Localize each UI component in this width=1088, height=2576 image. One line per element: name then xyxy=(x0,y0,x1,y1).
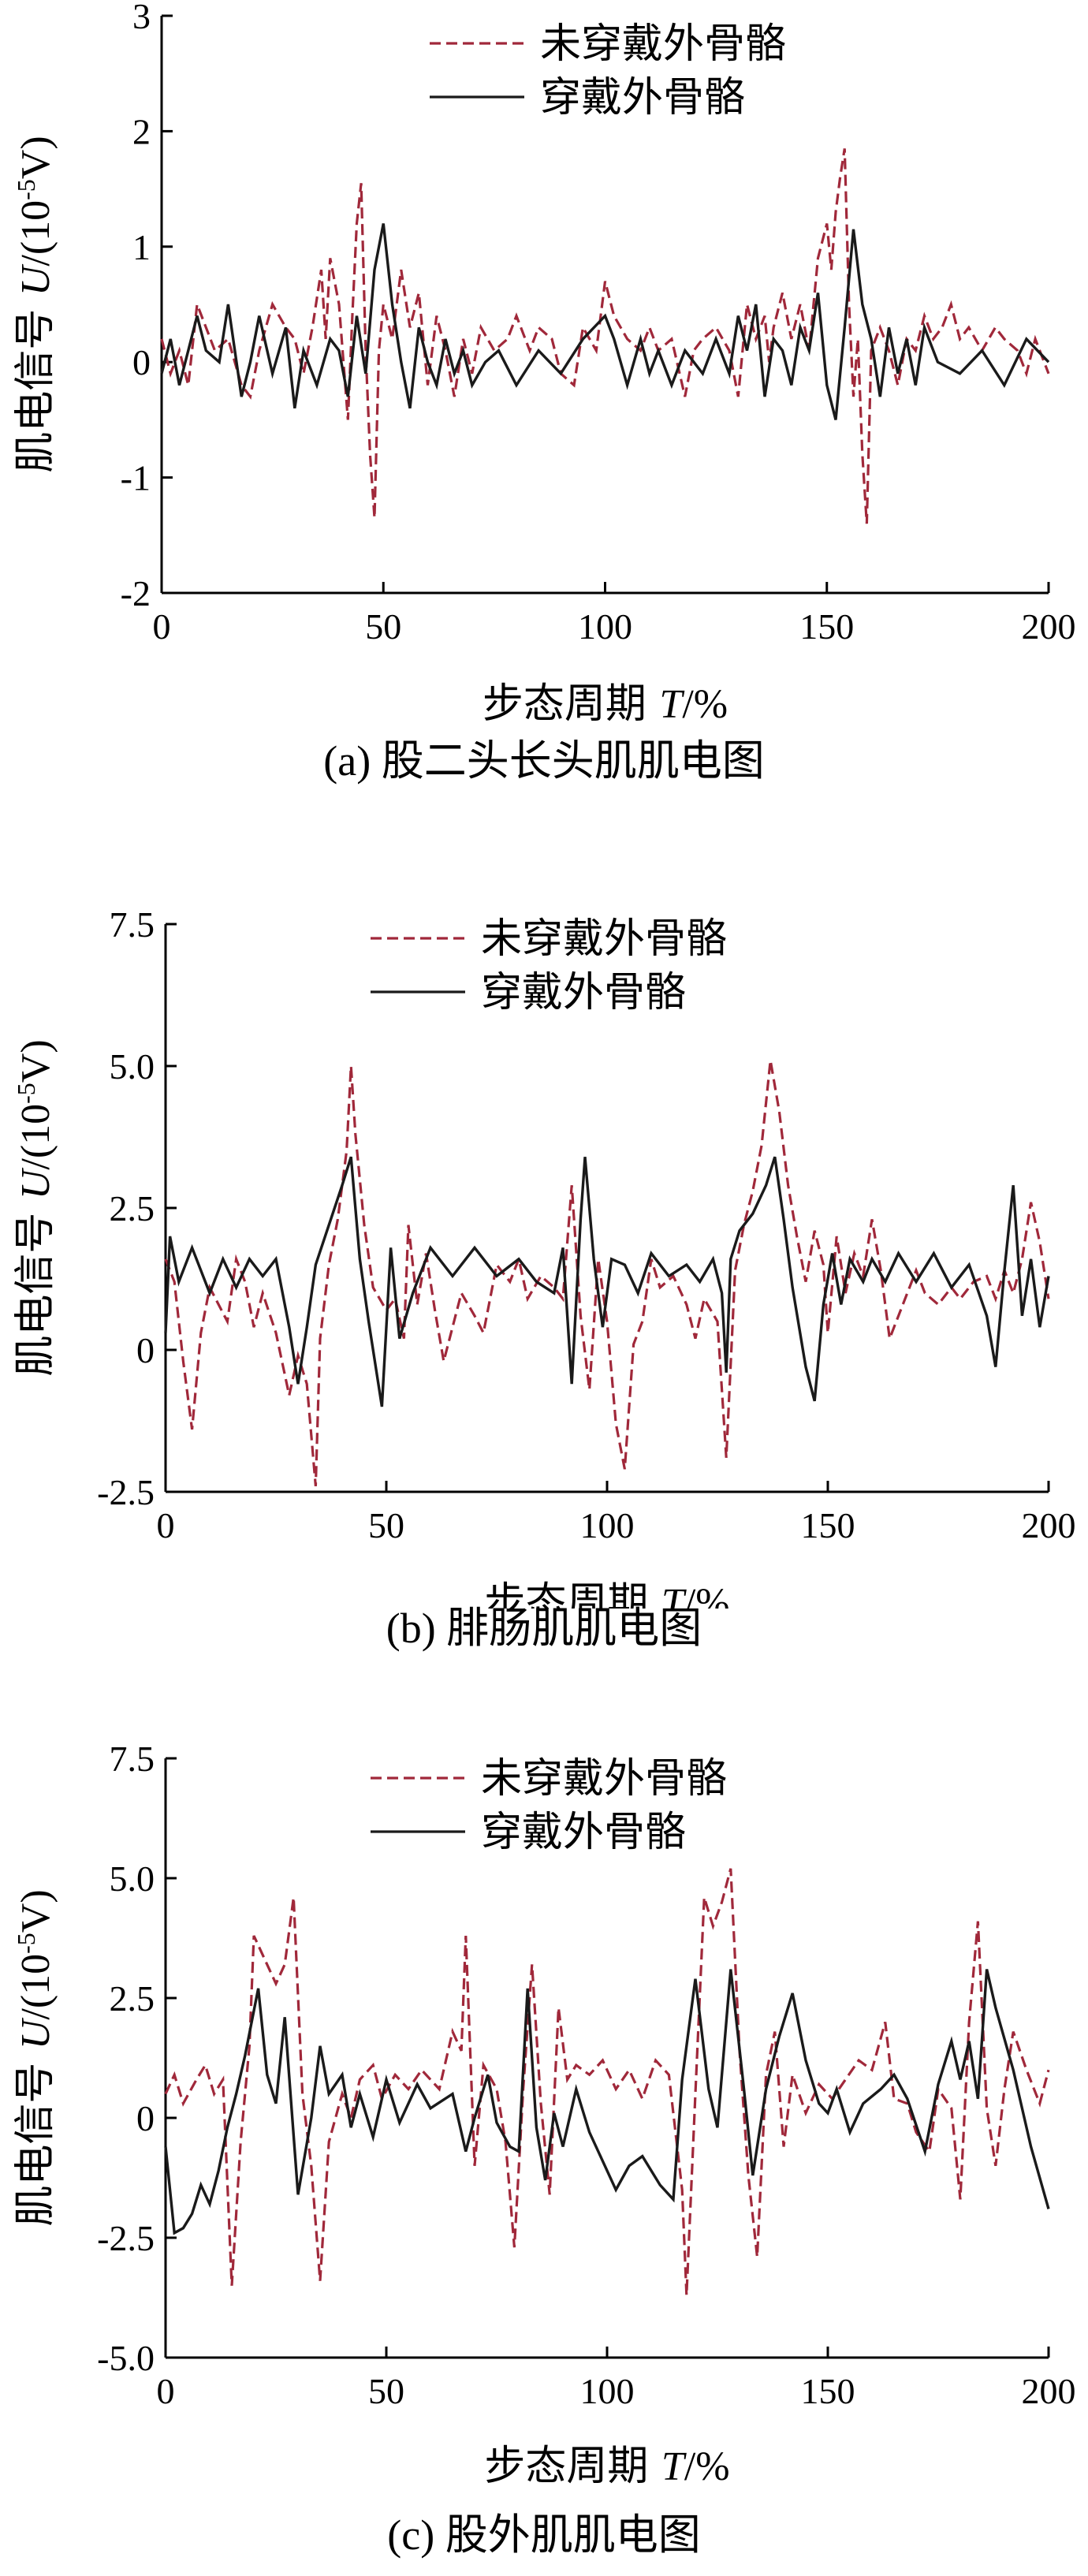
y-axis-title: 肌电信号 U/(10-5V) xyxy=(12,1039,59,1376)
y-tick-label: 0 xyxy=(136,2098,155,2138)
chart-caption: (b) 腓肠肌肌电图 xyxy=(386,1605,702,1652)
x-tick-label: 100 xyxy=(578,606,632,647)
x-tick-label: 200 xyxy=(1022,2371,1076,2411)
y-tick-label: 0 xyxy=(136,1330,155,1370)
legend-label: 穿戴外骨骼 xyxy=(481,1809,686,1856)
x-axis-title: 步态周期 T/% xyxy=(484,2443,729,2484)
x-tick-label: 150 xyxy=(801,1505,855,1545)
y-tick-label: -2.5 xyxy=(97,2218,155,2258)
x-tick-label: 150 xyxy=(799,606,854,647)
chart-caption: (a) 股二头长头肌肌电图 xyxy=(323,737,765,785)
legend-label: 穿戴外骨骼 xyxy=(540,74,745,121)
y-tick-label: 2 xyxy=(132,111,151,151)
x-tick-label: 0 xyxy=(153,606,171,647)
y-tick-label: 5.0 xyxy=(110,1858,155,1899)
x-tick-label: 100 xyxy=(580,1505,635,1545)
chart-caption: (c) 股外肌肌电图 xyxy=(387,2511,701,2559)
series-line-without-exoskeleton xyxy=(164,1060,1050,1486)
y-tick-label: 7.5 xyxy=(110,904,155,945)
legend-label: 穿戴外骨骼 xyxy=(481,969,686,1016)
y-tick-label: 0 xyxy=(132,342,151,382)
x-tick-label: 0 xyxy=(157,2371,175,2411)
series-line-with-exoskeleton xyxy=(160,223,1050,420)
chart-panel-c: -5.0 -2.5 0 2.5 5.0 7.5 0 50 100 150 200 未穿戴外骨骼 穿戴外骨… xyxy=(0,1735,1088,2576)
y-tick-label: 5.0 xyxy=(110,1046,155,1087)
emg-chart-vastus-lateralis: -5.0 -2.5 0 2.5 5.0 7.5 0 50 100 150 200 未穿戴外骨骼穿戴外骨… xyxy=(12,1739,1076,2484)
y-tick-label: -1 xyxy=(121,458,151,498)
y-tick-label: 2.5 xyxy=(110,1978,155,2019)
y-tick-label: 7.5 xyxy=(110,1739,155,1779)
series-line-without-exoskeleton xyxy=(160,148,1050,524)
y-axis-title: 肌电信号 U/(10-5V) xyxy=(12,1889,59,2226)
x-tick-label: 200 xyxy=(1022,606,1076,647)
emg-chart-gastrocnemius: -2.502.55.07.50 50 100 150 200未穿戴外骨骼穿戴外骨骼肌电信… xyxy=(12,904,1076,1609)
x-tick-label: 100 xyxy=(580,2371,635,2411)
x-tick-label: 200 xyxy=(1022,1505,1076,1545)
y-tick-label: -2 xyxy=(121,573,151,613)
y-tick-label: 3 xyxy=(132,0,151,36)
series-line-with-exoskeleton xyxy=(164,1156,1050,1407)
legend-label: 未穿戴外骨骼 xyxy=(481,915,727,963)
x-axis-title: 步态周期 T/% xyxy=(484,1579,729,1609)
y-tick-label: -5.0 xyxy=(97,2338,155,2378)
y-tick-label: -2.5 xyxy=(97,1472,155,1512)
x-axis-title: 步态周期 T/% xyxy=(483,680,728,725)
chart-panel-b: -2.5 0 2.5 5.0 7.5 0 50 100 150 200 未穿戴外骨骼 穿戴外骨骼 肌电信… xyxy=(0,883,1088,1672)
y-axis-title: 肌电信号 U/(10-5V) xyxy=(12,136,59,472)
x-tick-label: 50 xyxy=(368,2371,404,2411)
y-tick-label: 1 xyxy=(132,227,151,267)
x-tick-label: 150 xyxy=(801,2371,855,2411)
legend-label: 未穿戴外骨骼 xyxy=(540,21,786,68)
y-tick-label: 2.5 xyxy=(110,1188,155,1228)
x-tick-label: 0 xyxy=(157,1505,175,1545)
series-line-with-exoskeleton xyxy=(164,1969,1050,2235)
chart-panel-a: -2 -1 0 1 2 3 0 50 100 150 200 未穿戴外骨骼 穿戴外骨骼肌电信号 U/(1… xyxy=(0,0,1088,788)
series-line-without-exoskeleton xyxy=(164,1868,1050,2296)
legend-label: 未穿戴外骨骼 xyxy=(481,1755,727,1802)
x-tick-label: 50 xyxy=(365,606,401,647)
x-tick-label: 50 xyxy=(368,1505,404,1545)
